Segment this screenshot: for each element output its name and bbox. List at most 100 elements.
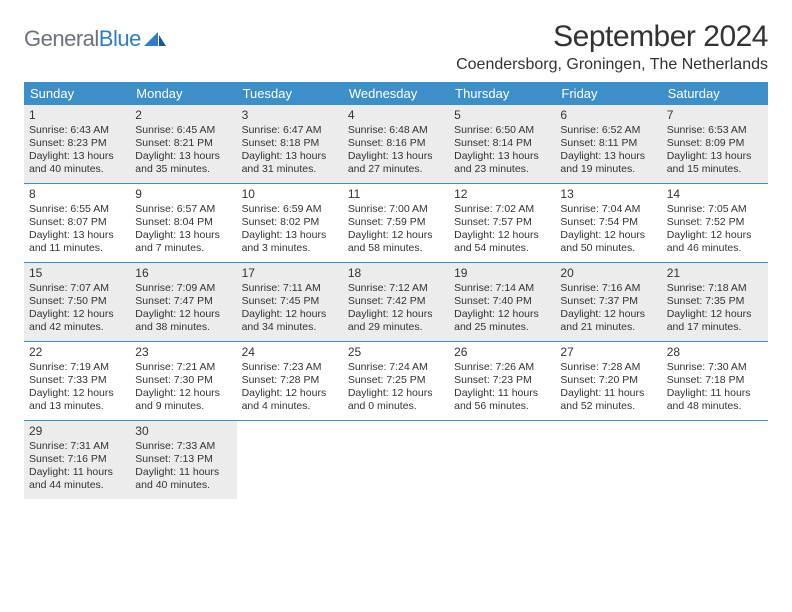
sunrise-text: Sunrise: 7:24 AM — [348, 361, 444, 374]
empty-cell — [449, 421, 555, 499]
sunrise-text: Sunrise: 7:05 AM — [667, 203, 763, 216]
day-cell: 8Sunrise: 6:55 AMSunset: 8:07 PMDaylight… — [24, 184, 130, 262]
daylight-text: and 9 minutes. — [135, 400, 231, 413]
daylight-text: Daylight: 12 hours — [454, 308, 550, 321]
daylight-text: Daylight: 13 hours — [135, 229, 231, 242]
daylight-text: Daylight: 13 hours — [135, 150, 231, 163]
daylight-text: Daylight: 12 hours — [29, 308, 125, 321]
sunset-text: Sunset: 7:52 PM — [667, 216, 763, 229]
daylight-text: and 56 minutes. — [454, 400, 550, 413]
day-cell: 12Sunrise: 7:02 AMSunset: 7:57 PMDayligh… — [449, 184, 555, 262]
day-info: Sunrise: 7:11 AMSunset: 7:45 PMDaylight:… — [242, 282, 338, 335]
dayname-thursday: Thursday — [449, 82, 555, 105]
day-cell: 30 Sunrise: 7:33 AMSunset: 7:13 PMDayligh… — [130, 421, 236, 499]
daylight-text: and 29 minutes. — [348, 321, 444, 334]
sunset-text: Sunset: 7:33 PM — [29, 374, 125, 387]
logo-word1: General — [24, 26, 99, 51]
sunset-text: Sunset: 8:02 PM — [242, 216, 338, 229]
week-row: 29Sunrise: 7:31 AMSunset: 7:16 PMDayligh… — [24, 421, 768, 499]
day-cell: 21Sunrise: 7:18 AMSunset: 7:35 PMDayligh… — [662, 263, 768, 341]
sunset-text: Sunset: 7:54 PM — [560, 216, 656, 229]
day-info: Sunrise: 7:31 AMSunset: 7:16 PMDaylight:… — [29, 440, 125, 493]
daylight-text: and 48 minutes. — [667, 400, 763, 413]
day-info: Sunrise: 7:19 AMSunset: 7:33 PMDaylight:… — [29, 361, 125, 414]
sunrise-text: Sunrise: 7:28 AM — [560, 361, 656, 374]
day-number: 23 — [135, 345, 231, 359]
daylight-text: and 52 minutes. — [560, 400, 656, 413]
sunrise-text: Sunrise: 6:45 AM — [135, 124, 231, 137]
sunrise-text: Sunrise: 7:11 AM — [242, 282, 338, 295]
sunrise-text: Sunrise: 6:43 AM — [29, 124, 125, 137]
sunset-text: Sunset: 8:16 PM — [348, 137, 444, 150]
daylight-text: and 35 minutes. — [135, 163, 231, 176]
day-info: Sunrise: 6:48 AMSunset: 8:16 PMDaylight:… — [348, 124, 444, 177]
daylight-text: and 40 minutes. — [29, 163, 125, 176]
day-info: Sunrise: 7:18 AMSunset: 7:35 PMDaylight:… — [667, 282, 763, 335]
day-info: Sunrise: 6:43 AMSunset: 8:23 PMDaylight:… — [29, 124, 125, 177]
day-info: Sunrise: 7:28 AMSunset: 7:20 PMDaylight:… — [560, 361, 656, 414]
sunrise-text: Sunrise: 6:53 AM — [667, 124, 763, 137]
day-cell: 25Sunrise: 7:24 AMSunset: 7:25 PMDayligh… — [343, 342, 449, 420]
day-cell: 19Sunrise: 7:14 AMSunset: 7:40 PMDayligh… — [449, 263, 555, 341]
daylight-text: and 23 minutes. — [454, 163, 550, 176]
day-number: 26 — [454, 345, 550, 359]
daylight-text: Daylight: 12 hours — [560, 308, 656, 321]
daylight-text: Daylight: 12 hours — [242, 308, 338, 321]
daylight-text: Daylight: 12 hours — [667, 229, 763, 242]
empty-cell — [237, 421, 343, 499]
day-info: Sunrise: 7:04 AMSunset: 7:54 PMDaylight:… — [560, 203, 656, 256]
sunset-text: Sunset: 8:09 PM — [667, 137, 763, 150]
day-info: Sunrise: 7:07 AMSunset: 7:50 PMDaylight:… — [29, 282, 125, 335]
daylight-text: and 17 minutes. — [667, 321, 763, 334]
sunrise-text: Sunrise: 7:26 AM — [454, 361, 550, 374]
daylight-text: Daylight: 13 hours — [242, 150, 338, 163]
day-number: 18 — [348, 266, 444, 280]
sunrise-text: Sunrise: 7:19 AM — [29, 361, 125, 374]
header: GeneralBlue September 2024 Coendersborg,… — [24, 20, 768, 74]
sunrise-text: Sunrise: 6:59 AM — [242, 203, 338, 216]
sunset-text: Sunset: 7:35 PM — [667, 295, 763, 308]
daylight-text: and 50 minutes. — [560, 242, 656, 255]
day-info: Sunrise: 7:02 AMSunset: 7:57 PMDaylight:… — [454, 203, 550, 256]
empty-cell — [662, 421, 768, 499]
sunrise-text: Sunrise: 7:33 AM — [135, 440, 231, 453]
sunrise-text: Sunrise: 7:14 AM — [454, 282, 550, 295]
logo-sail-icon — [144, 32, 166, 48]
daylight-text: Daylight: 12 hours — [560, 229, 656, 242]
sunset-text: Sunset: 8:21 PM — [135, 137, 231, 150]
day-number: 10 — [242, 187, 338, 201]
day-cell: 3Sunrise: 6:47 AMSunset: 8:18 PMDaylight… — [237, 105, 343, 183]
day-cell: 27Sunrise: 7:28 AMSunset: 7:20 PMDayligh… — [555, 342, 661, 420]
sunset-text: Sunset: 7:20 PM — [560, 374, 656, 387]
daylight-text: Daylight: 11 hours — [29, 466, 125, 479]
day-number: 13 — [560, 187, 656, 201]
daylight-text: Daylight: 13 hours — [348, 150, 444, 163]
daylight-text: Daylight: 13 hours — [667, 150, 763, 163]
daylight-text: and 42 minutes. — [29, 321, 125, 334]
day-cell: 10Sunrise: 6:59 AMSunset: 8:02 PMDayligh… — [237, 184, 343, 262]
sunset-text: Sunset: 7:57 PM — [454, 216, 550, 229]
calendar-body: 1Sunrise: 6:43 AMSunset: 8:23 PMDaylight… — [24, 105, 768, 499]
day-cell: 24Sunrise: 7:23 AMSunset: 7:28 PMDayligh… — [237, 342, 343, 420]
day-info: Sunrise: 7:33 AMSunset: 7:13 PMDaylight:… — [135, 440, 231, 493]
daylight-text: and 31 minutes. — [242, 163, 338, 176]
daylight-text: and 15 minutes. — [667, 163, 763, 176]
day-info: Sunrise: 6:45 AMSunset: 8:21 PMDaylight:… — [135, 124, 231, 177]
daylight-text: and 4 minutes. — [242, 400, 338, 413]
daylight-text: Daylight: 13 hours — [560, 150, 656, 163]
daylight-text: Daylight: 13 hours — [29, 150, 125, 163]
day-cell: 26Sunrise: 7:26 AMSunset: 7:23 PMDayligh… — [449, 342, 555, 420]
day-cell: 14Sunrise: 7:05 AMSunset: 7:52 PMDayligh… — [662, 184, 768, 262]
day-number: 30 — [135, 424, 231, 438]
sunrise-text: Sunrise: 7:00 AM — [348, 203, 444, 216]
sunrise-text: Sunrise: 7:12 AM — [348, 282, 444, 295]
title-block: September 2024 Coendersborg, Groningen, … — [456, 20, 768, 74]
day-cell: 16Sunrise: 7:09 AMSunset: 7:47 PMDayligh… — [130, 263, 236, 341]
daylight-text: Daylight: 12 hours — [348, 229, 444, 242]
day-number: 19 — [454, 266, 550, 280]
day-cell: 9Sunrise: 6:57 AMSunset: 8:04 PMDaylight… — [130, 184, 236, 262]
day-cell: 13 Sunrise: 7:04 AMSunset: 7:54 PMDayligh… — [555, 184, 661, 262]
location: Coendersborg, Groningen, The Netherlands — [456, 56, 768, 74]
daylight-text: Daylight: 12 hours — [242, 387, 338, 400]
day-info: Sunrise: 7:21 AMSunset: 7:30 PMDaylight:… — [135, 361, 231, 414]
